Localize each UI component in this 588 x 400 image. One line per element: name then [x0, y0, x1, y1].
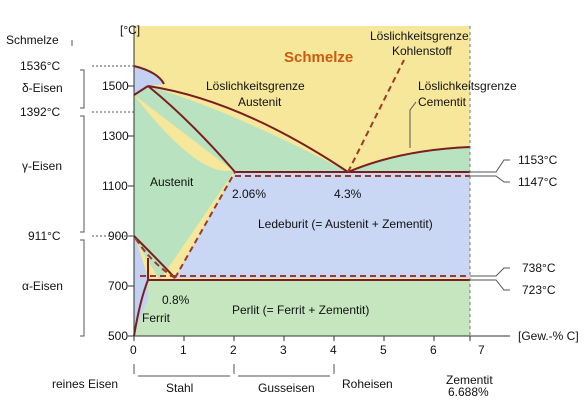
- x-tick-3: 3: [280, 343, 287, 357]
- austenite-cementite-region: [348, 147, 470, 174]
- y-tick-1500: 1500: [102, 79, 129, 93]
- gamma-dashed: [133, 235, 176, 279]
- delta-region: [134, 66, 164, 95]
- label-723: 723°C: [522, 283, 556, 297]
- bottom-roheisen: Roheisen: [342, 377, 393, 391]
- annot-loes-austenit-1: Löslichkeitsgrenze: [206, 79, 305, 93]
- region-schmelze: Schmelze: [284, 49, 353, 66]
- annot-loes-zementit-1: Löslichkeitsgrenze: [418, 79, 517, 93]
- label-1147: 1147°C: [518, 175, 558, 189]
- pearlite-region: [134, 280, 470, 336]
- x-tick-5: 5: [380, 343, 387, 357]
- x-tick-0: 0: [130, 343, 137, 357]
- x-unit-label: [Gew.-% C]: [518, 329, 579, 343]
- ferrite-line: [133, 258, 149, 337]
- region-ferrit: Ferrit: [142, 311, 171, 325]
- bottom-gusseisen: Gusseisen: [258, 381, 315, 395]
- label-schmelze-left: Schmelze: [6, 33, 59, 47]
- annot-loes-zementit-2: Cementit: [418, 95, 467, 109]
- region-ledeburit: Ledeburit (= Austenit + Zementit): [258, 217, 433, 231]
- x-tick-7: 7: [478, 343, 485, 357]
- y-tick-500: 500: [108, 329, 128, 343]
- austenite-region: [134, 95, 235, 280]
- region-austenit: Austenit: [150, 175, 194, 189]
- bottom-zementit: Zementit: [446, 373, 493, 387]
- solidus-austenite: [147, 85, 236, 173]
- annot-206: 2.06%: [232, 187, 266, 201]
- x-tick-6: 6: [430, 343, 437, 357]
- annot-loes-kohlenstoff-1: Löslichkeitsgrenze: [370, 29, 469, 43]
- label-gamma-eisen: γ-Eisen: [22, 159, 62, 173]
- label-738: 738°C: [522, 261, 556, 275]
- label-911: 911°C: [28, 229, 61, 243]
- bottom-zementit-pct: 6.688%: [448, 385, 489, 399]
- label-1392: 1392°C: [20, 105, 60, 119]
- carbon-solubility-line: [347, 59, 405, 173]
- x-tick-4: 4: [330, 343, 337, 357]
- delta-boundary: [133, 65, 165, 85]
- annot-08: 0.8%: [162, 293, 190, 307]
- ledeburite-region: [175, 172, 470, 278]
- x-tick-1: 1: [180, 343, 187, 357]
- annot-loes-kohlenstoff-2: Kohlenstoff: [392, 44, 452, 58]
- delta-lower: [133, 85, 149, 96]
- annot-loes-austenit-2: Austenit: [238, 95, 282, 109]
- y-tick-900: 900: [108, 229, 128, 243]
- label-delta-eisen: δ-Eisen: [22, 81, 63, 95]
- label-1153: 1153°C: [518, 153, 558, 167]
- acm-line: [174, 171, 236, 279]
- y-unit-label: [°C]: [120, 23, 140, 37]
- austenite-upper-region: [134, 86, 348, 172]
- zementit-leader: [409, 101, 417, 148]
- label-1536: 1536°C: [20, 59, 60, 73]
- y-tick-1300: 1300: [102, 129, 129, 143]
- label-alpha-eisen: α-Eisen: [22, 279, 63, 293]
- region-perlit: Perlit (= Ferrit + Zementit): [232, 303, 369, 317]
- bottom-stahl: Stahl: [166, 381, 193, 395]
- liquidus-cementite: [347, 146, 471, 173]
- ferrite-region: [134, 236, 148, 336]
- y-tick-700: 700: [108, 279, 128, 293]
- x-tick-2: 2: [230, 343, 237, 357]
- annot-43: 4.3%: [334, 187, 362, 201]
- liquidus-austenite: [147, 85, 349, 173]
- bottom-reines-eisen: reines Eisen: [52, 377, 118, 391]
- y-tick-1100: 1100: [102, 179, 128, 193]
